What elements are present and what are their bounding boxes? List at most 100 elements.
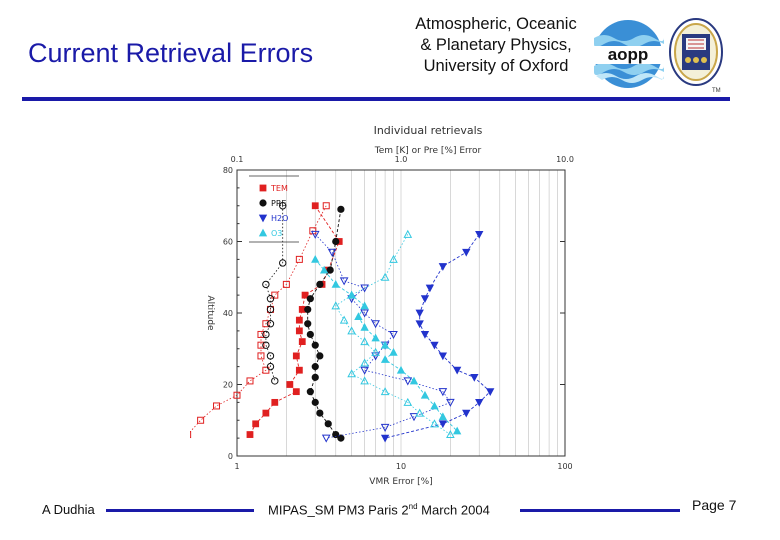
data-point-retrieved <box>389 347 398 356</box>
data-point-retrieved <box>396 365 406 374</box>
data-point-apriori <box>360 358 369 367</box>
retrieval-error-chart: Individual retrievals Tem [K] or Pre [%] … <box>190 124 574 487</box>
institution-line: Atmospheric, Oceanic <box>415 15 577 33</box>
data-point-retrieved <box>311 398 319 406</box>
y-tick-label: 40 <box>223 309 233 318</box>
data-point-retrieved <box>425 284 435 293</box>
footer-rule-right <box>520 509 680 512</box>
series-line-apriori <box>190 205 327 433</box>
data-point-retrieved <box>420 331 430 339</box>
legend-label: TEM <box>270 184 288 193</box>
series-line-retrieved <box>249 205 340 435</box>
data-point-apriori <box>233 391 241 399</box>
top-x-tick-label: 1.0 <box>395 155 408 164</box>
svg-text:TM: TM <box>712 88 721 94</box>
data-point-apriori <box>257 341 265 349</box>
data-point-retrieved <box>311 363 319 371</box>
data-point-retrieved <box>246 431 254 438</box>
data-point-retrieved <box>347 290 356 299</box>
page-number: Page 7 <box>692 497 737 513</box>
data-point-apriori <box>262 341 270 349</box>
legend-label: H2O <box>271 214 288 223</box>
data-point-apriori <box>262 280 270 289</box>
data-point-retrieved <box>415 320 424 329</box>
data-point-retrieved <box>462 248 471 257</box>
data-point-retrieved <box>380 355 390 363</box>
top-x-tick-label: 0.1 <box>231 155 244 164</box>
data-point-retrieved <box>415 309 424 318</box>
data-point-apriori <box>360 337 369 346</box>
footer-rule-left <box>106 509 254 512</box>
data-point-apriori <box>347 326 356 335</box>
top-x-tick-label: 10.0 <box>556 155 574 164</box>
title-rule <box>22 97 730 101</box>
data-point-apriori <box>430 419 439 428</box>
data-point-apriori <box>262 330 270 339</box>
data-point-retrieved <box>420 295 430 304</box>
data-point-retrieved <box>304 305 312 314</box>
data-point-retrieved <box>262 409 270 417</box>
data-point-apriori <box>360 284 369 293</box>
data-point-retrieved <box>475 398 484 407</box>
legend-marker <box>258 228 268 237</box>
y-tick-label: 20 <box>223 381 233 390</box>
data-point-retrieved <box>452 366 462 375</box>
data-point-apriori <box>262 320 270 328</box>
data-point-apriori <box>197 416 205 424</box>
institution-line: University of Oxford <box>423 57 569 75</box>
legend-label: PRE <box>271 199 286 208</box>
data-point-apriori <box>279 259 287 267</box>
top-axis-label: Tem [K] or Pre [%] Error <box>374 146 482 156</box>
data-point-retrieved <box>332 237 340 246</box>
data-point-retrieved <box>438 412 448 421</box>
data-point-apriori <box>438 388 448 397</box>
data-point-apriori <box>446 398 455 407</box>
data-point-apriori <box>371 347 380 356</box>
data-point-apriori <box>271 291 279 299</box>
data-point-retrieved <box>371 333 380 342</box>
data-point-apriori <box>213 402 221 410</box>
data-point-retrieved <box>292 352 300 360</box>
data-point-apriori <box>279 202 287 210</box>
data-point-retrieved <box>331 280 340 288</box>
data-point-retrieved <box>295 316 303 324</box>
y-tick-label: 60 <box>223 238 233 247</box>
data-point-apriori <box>360 366 369 375</box>
data-point-apriori <box>409 413 419 422</box>
data-point-apriori <box>310 230 320 239</box>
data-point-retrieved <box>298 338 306 346</box>
data-point-retrieved <box>337 205 345 213</box>
aopp-logo: aopp <box>594 20 664 88</box>
data-point-apriori <box>389 330 398 340</box>
data-point-retrieved <box>475 230 484 239</box>
data-point-apriori <box>257 352 265 360</box>
data-point-apriori <box>446 429 455 439</box>
data-point-retrieved <box>292 388 300 396</box>
data-point-apriori <box>322 202 330 210</box>
data-point-retrieved <box>311 373 319 381</box>
footer-event: MIPAS_SM PM3 Paris 2nd March 2004 <box>268 502 490 518</box>
data-point-apriori <box>403 377 413 386</box>
data-point-apriori <box>339 277 349 286</box>
data-point-apriori <box>266 362 275 371</box>
data-point-apriori <box>360 309 369 318</box>
data-point-apriori <box>266 295 275 303</box>
data-point-apriori <box>380 423 390 432</box>
x-tick-label: 100 <box>557 462 572 471</box>
data-point-retrieved <box>438 420 448 429</box>
data-point-apriori <box>403 397 413 406</box>
data-point-retrieved <box>354 312 363 320</box>
data-point-apriori <box>282 280 290 288</box>
data-point-apriori <box>339 315 349 324</box>
data-point-retrieved <box>438 263 448 271</box>
data-point-apriori <box>347 369 356 378</box>
data-point-retrieved <box>486 388 495 396</box>
footer-author: A Dudhia <box>42 502 95 517</box>
data-point-retrieved <box>301 291 309 299</box>
data-point-retrieved <box>295 366 303 374</box>
data-point-apriori <box>190 431 192 439</box>
legend-marker <box>259 184 267 192</box>
y-tick-label: 0 <box>228 452 233 461</box>
x-tick-label: 10 <box>396 462 406 471</box>
data-point-retrieved <box>311 255 320 263</box>
